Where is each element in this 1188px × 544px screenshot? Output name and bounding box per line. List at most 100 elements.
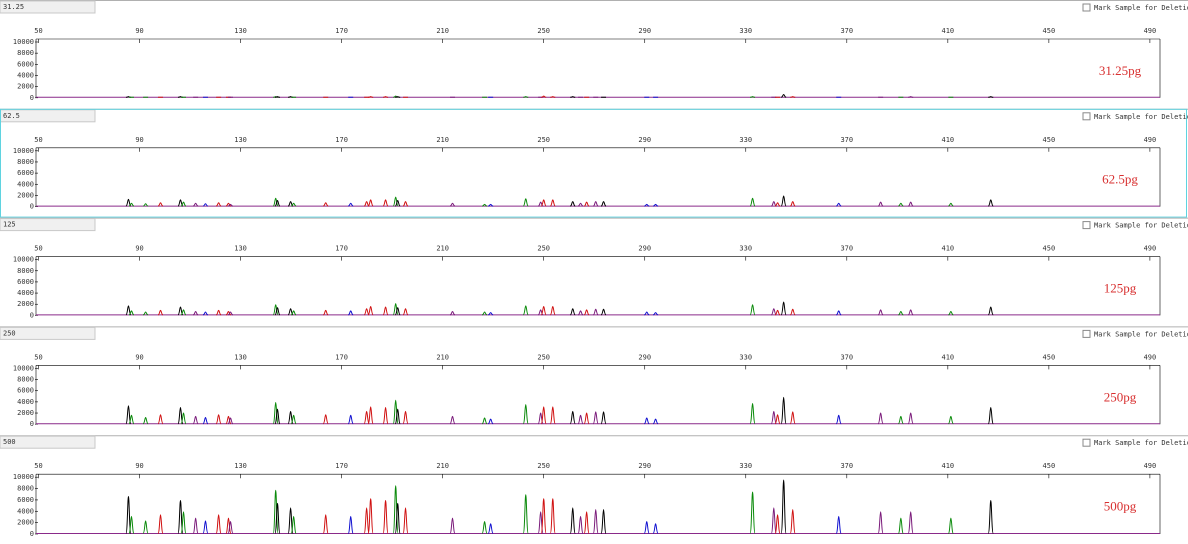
peak [225,517,232,534]
peak [290,310,297,316]
peak [780,301,787,316]
panel-tab-label: 500 [3,438,16,446]
peak [193,202,199,207]
peak [215,309,222,316]
x-tick-label: 370 [840,245,853,253]
peak [290,515,297,534]
peak [395,96,401,98]
peak [394,408,401,425]
peak [541,95,547,98]
y-tick-label: 0 [30,420,34,428]
peak [898,310,904,316]
y-tick-label: 6000 [17,278,34,286]
y-tick-label: 10000 [13,473,34,481]
panel-tab [0,435,96,449]
peak [592,509,599,534]
peak [569,507,576,534]
peak [780,479,787,534]
peak [128,414,135,425]
peak [367,406,374,425]
peak [550,96,556,98]
peak [488,203,494,207]
peak [274,96,280,98]
peak [771,308,777,316]
peak [215,414,222,425]
x-tick-label: 450 [1043,27,1056,35]
x-tick-label: 330 [739,462,752,470]
peak [481,417,488,425]
peak [749,197,756,207]
y-tick-label: 8000 [17,485,34,493]
peak [225,310,232,316]
x-tick-label: 330 [739,136,752,144]
peak [877,309,884,316]
peak [274,307,281,316]
peak [987,306,994,316]
peak [540,305,547,316]
peak [348,310,354,316]
deletion-checkbox[interactable] [1082,221,1091,230]
peak [549,498,556,534]
peak [583,511,590,534]
y-tick-label: 8000 [17,267,34,275]
peak [488,312,494,316]
deletion-checkbox[interactable] [1082,3,1091,12]
peak [272,401,279,425]
x-tick-label: 250 [537,27,550,35]
deletion-checkbox[interactable] [1082,329,1091,338]
x-tick-label: 410 [942,245,955,253]
peak [549,406,556,425]
peak [487,418,494,425]
peak [128,202,135,207]
y-tick-label: 4000 [17,289,34,297]
y-tick-label: 10000 [13,364,34,372]
y-tick-label: 0 [30,530,34,538]
y-tick-label: 2000 [17,191,34,199]
x-tick-label: 90 [135,136,143,144]
x-tick-label: 490 [1144,353,1157,361]
peak [363,507,370,534]
peak [157,414,164,425]
peak [394,502,401,534]
peak [402,201,409,207]
peak [402,507,409,534]
x-tick-label: 90 [135,353,143,361]
peak [368,96,374,98]
deletion-checkbox-label: Mark Sample for Deletion [1094,439,1188,447]
y-tick-label: 0 [30,203,34,211]
x-tick-label: 370 [840,27,853,35]
peak [367,498,374,534]
sample-panel: 500 Mark Sample for Deletion 50 90 130 170 210… [0,435,1188,538]
peak [540,498,547,534]
peak [593,308,599,316]
peak [593,201,599,207]
panel-tab [0,0,96,14]
peak [583,309,590,316]
x-tick-label: 130 [234,353,247,361]
peak [157,514,164,534]
peak [774,202,781,207]
peak [948,415,954,425]
peak [569,410,576,425]
peak [272,197,279,207]
peak [577,515,584,534]
peak [522,198,529,207]
peak [348,202,354,207]
x-tick-label: 410 [942,353,955,361]
deletion-checkbox[interactable] [1082,112,1091,121]
peak [523,96,529,98]
y-tick-label: 6000 [17,60,34,68]
x-tick-label: 410 [942,27,955,35]
sample-annotation: 500pg [1104,499,1137,514]
y-tick-label: 6000 [17,496,34,504]
peak [157,309,164,316]
peak [987,406,994,425]
peak [770,410,777,425]
peak [770,507,777,534]
deletion-checkbox[interactable] [1082,438,1091,447]
x-tick-label: 490 [1144,245,1157,253]
peak [549,305,556,316]
peak [522,305,529,316]
peak [577,414,584,425]
